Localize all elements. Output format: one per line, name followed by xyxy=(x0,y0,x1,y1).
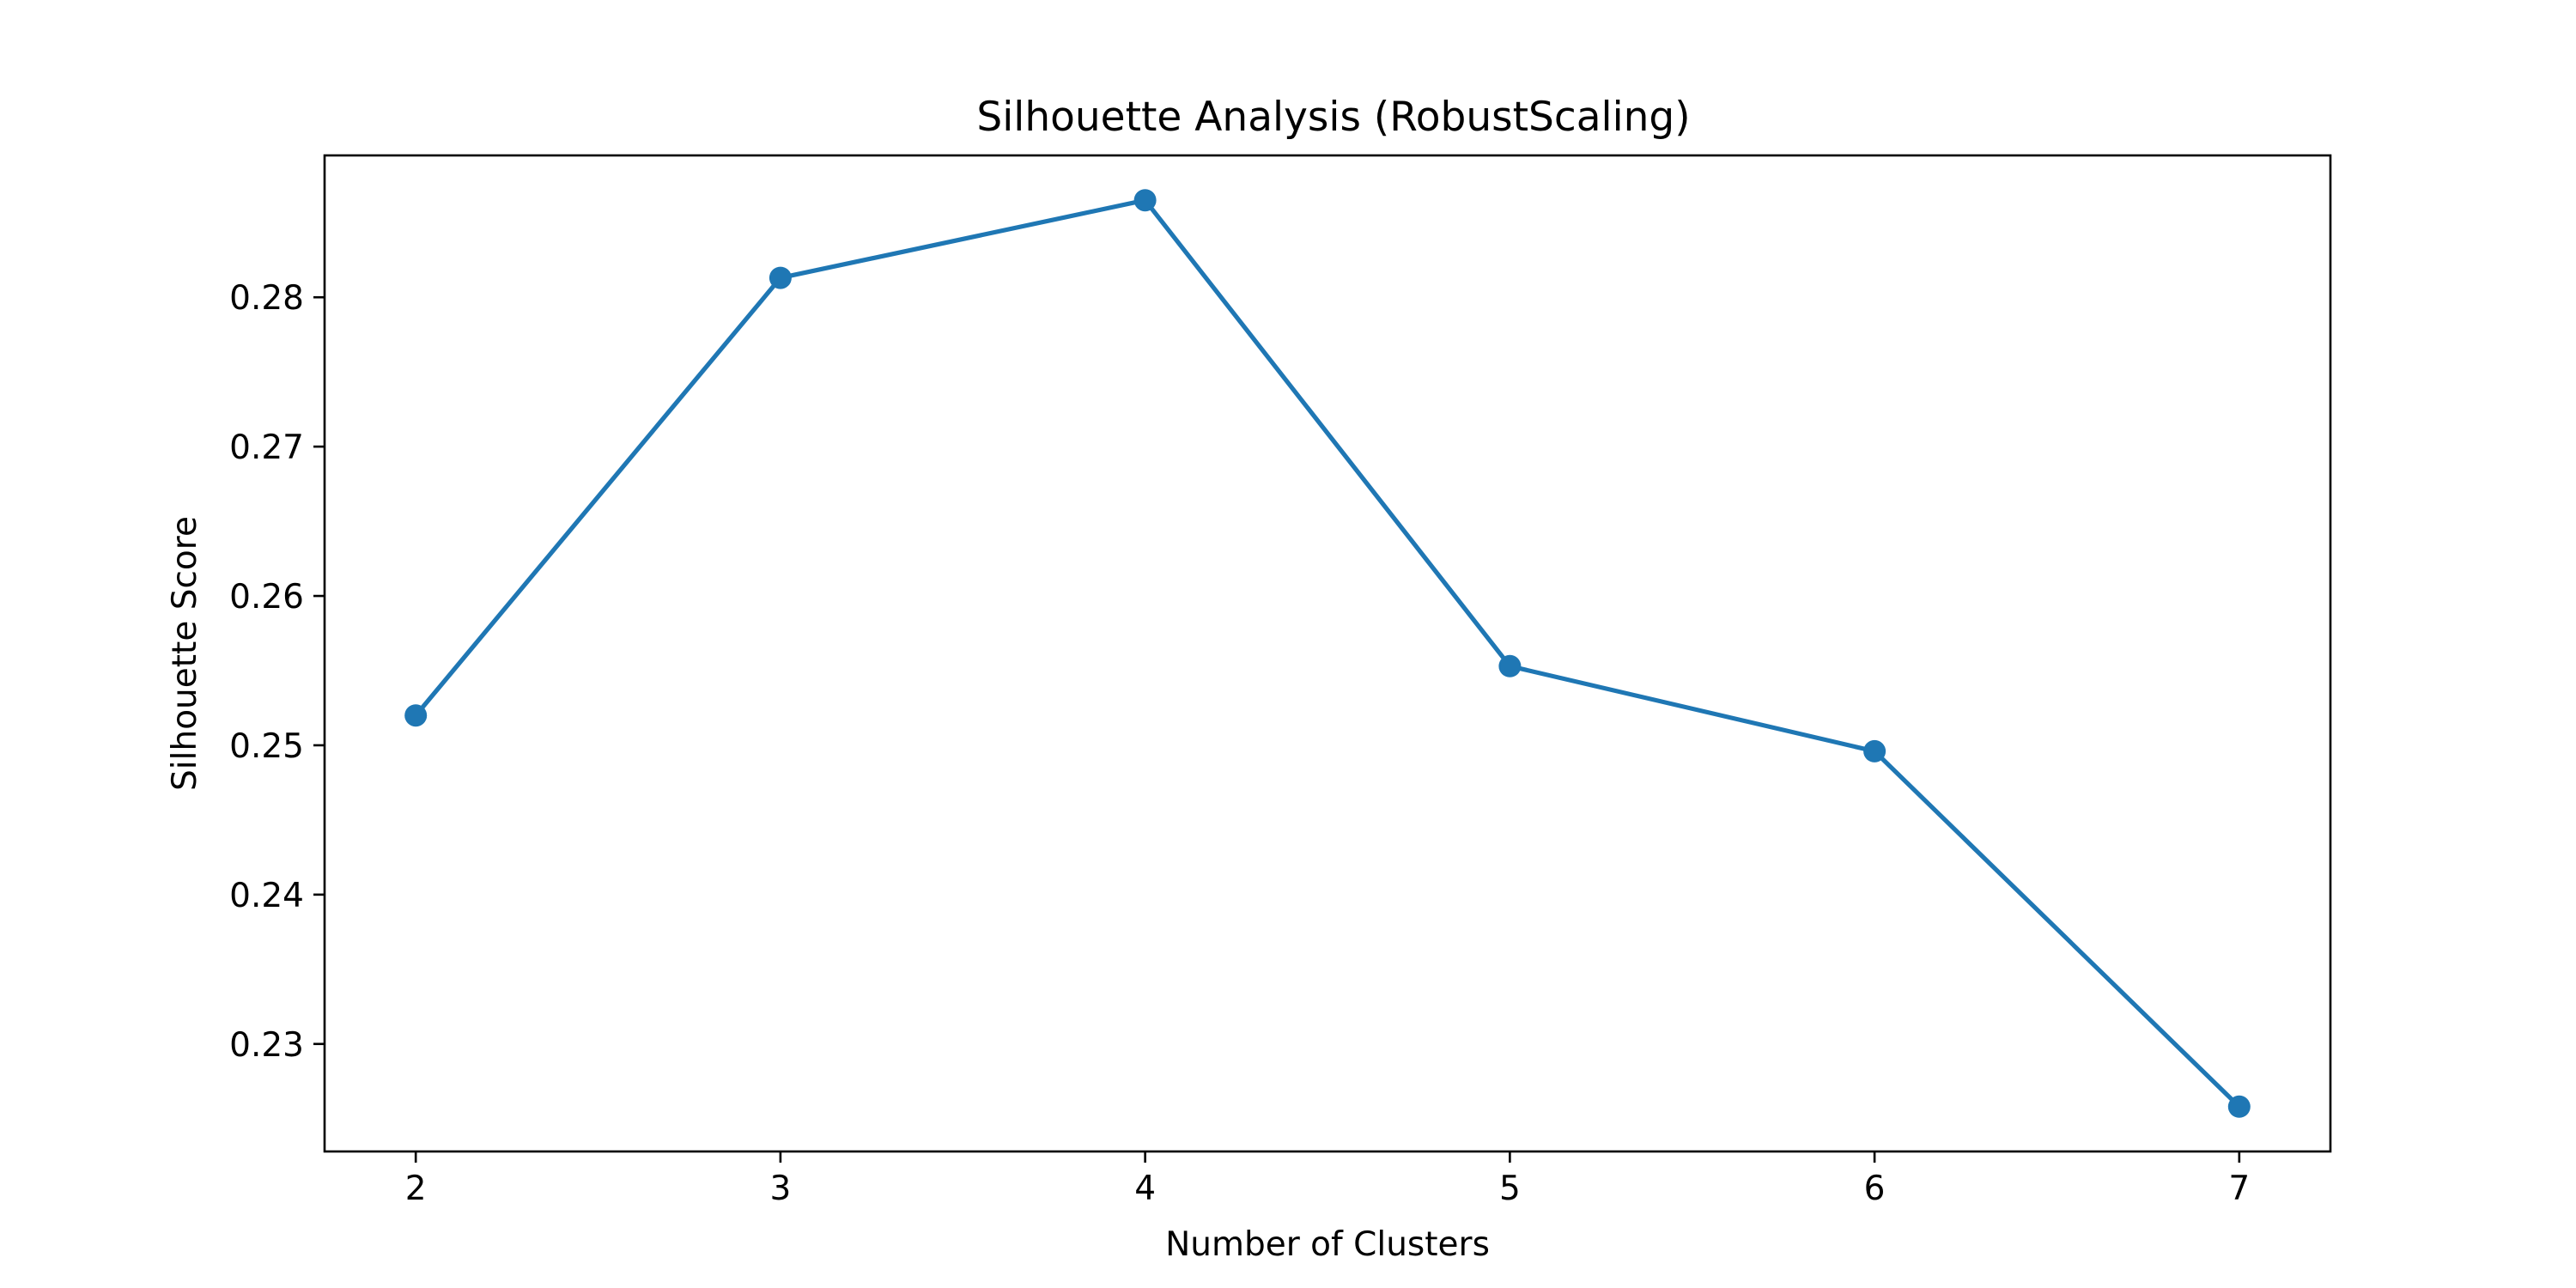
x-tick-label: 5 xyxy=(1499,1170,1521,1208)
plot-area xyxy=(404,189,2251,1118)
data-point xyxy=(1498,654,1522,677)
x-tick-label: 3 xyxy=(769,1170,791,1208)
x-axis-ticks: 2 3 4 5 6 7 xyxy=(405,1151,2250,1208)
y-axis-label: Silhouette Score xyxy=(166,516,204,791)
data-point xyxy=(769,266,792,289)
x-tick-label: 2 xyxy=(405,1170,427,1208)
y-tick-label: 0.27 xyxy=(229,428,304,467)
series-line xyxy=(413,197,2242,1109)
axes-frame xyxy=(323,154,2332,1153)
x-tick-label: 4 xyxy=(1134,1170,1156,1208)
data-point xyxy=(2227,1095,2251,1118)
y-axis-ticks: 0.23 0.24 0.25 0.26 0.27 0.28 xyxy=(229,279,325,1065)
y-tick-label: 0.25 xyxy=(229,727,304,766)
x-tick-label: 7 xyxy=(2228,1170,2250,1208)
data-point xyxy=(1133,189,1157,212)
x-axis-label: Number of Clusters xyxy=(1165,1225,1490,1264)
y-tick-label: 0.28 xyxy=(229,279,304,318)
y-tick-label: 0.26 xyxy=(229,578,304,617)
chart-title: Silhouette Analysis (RobustScaling) xyxy=(976,94,1690,141)
x-tick-label: 6 xyxy=(1864,1170,1886,1208)
y-tick-label: 0.24 xyxy=(229,877,304,915)
data-point xyxy=(1863,739,1886,762)
y-tick-label: 0.23 xyxy=(229,1026,304,1065)
data-point xyxy=(404,704,428,727)
